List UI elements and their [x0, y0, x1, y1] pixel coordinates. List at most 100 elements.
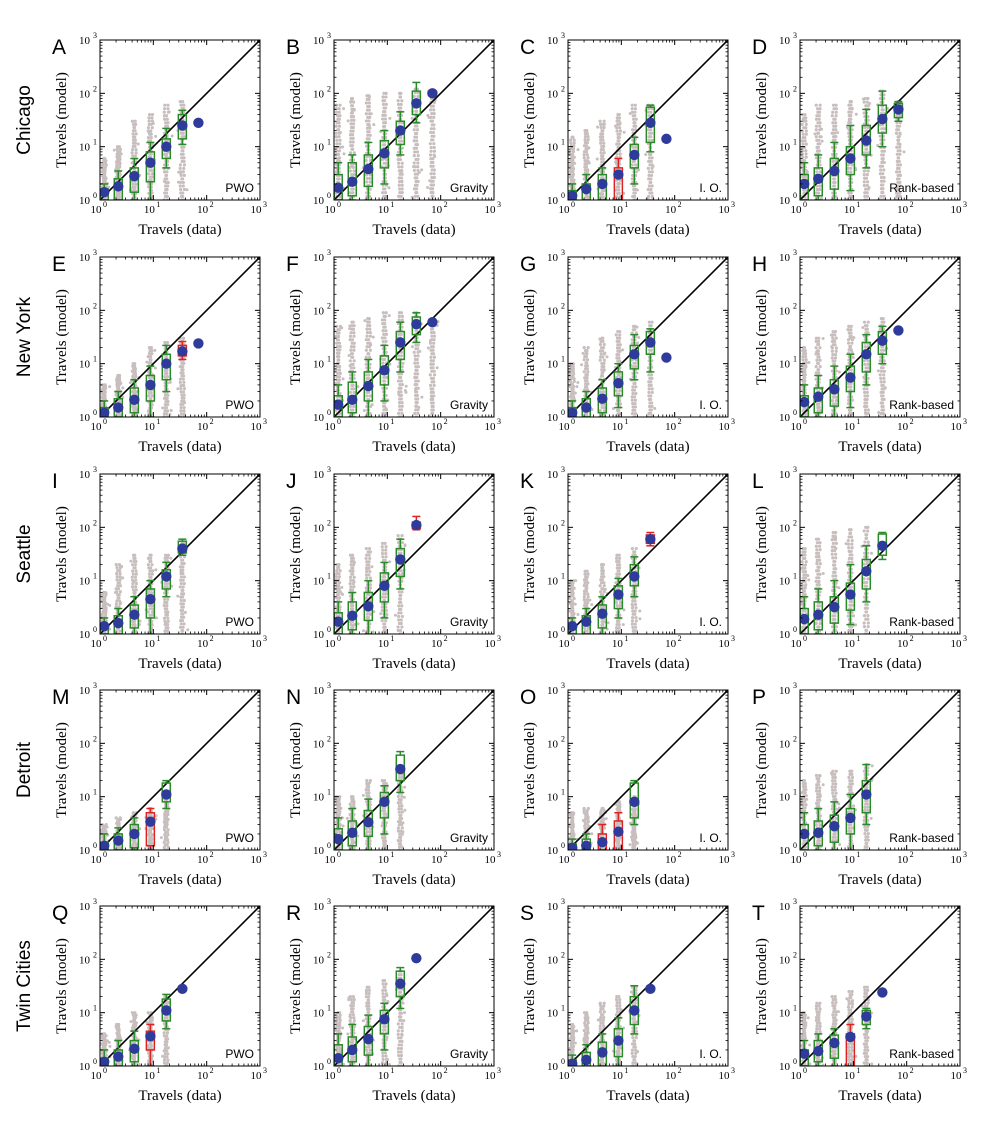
scatter-point	[614, 389, 618, 393]
scatter-point	[384, 102, 388, 106]
scatter-point	[415, 329, 419, 333]
scatter-point	[568, 395, 573, 399]
scatter-point	[832, 184, 837, 188]
scatter-point	[432, 355, 437, 359]
scatter-point	[146, 563, 151, 567]
scatter-point	[850, 194, 854, 199]
scatter-point	[133, 185, 137, 189]
scatter-point	[647, 114, 651, 118]
scatter-point	[348, 324, 352, 328]
scatter-point	[166, 393, 170, 397]
scatter-point	[114, 629, 118, 633]
scatter-point	[881, 394, 885, 398]
scatter-point	[852, 336, 856, 340]
x-tick-label: 10	[378, 204, 390, 216]
scatter-point	[898, 184, 902, 188]
scatter-point	[340, 326, 344, 330]
x-tick-label: 10	[197, 421, 209, 433]
scatter-point	[617, 412, 621, 416]
scatter-point	[633, 194, 637, 199]
scatter-point	[119, 152, 123, 156]
scatter-point	[118, 569, 122, 573]
scatter-point	[163, 597, 167, 601]
scatter-point	[586, 156, 590, 160]
x-tick-label: 10	[144, 638, 156, 650]
x-tick-exponent: 0	[337, 200, 341, 209]
scatter-point	[878, 134, 882, 138]
scatter-point	[649, 394, 653, 398]
scatter-point	[615, 142, 619, 146]
scatter-point	[338, 114, 342, 118]
box-iqr	[829, 378, 840, 407]
scatter-point	[882, 194, 886, 198]
scatter-point	[368, 348, 372, 352]
scatter-point	[834, 103, 838, 107]
scatter-point	[845, 125, 849, 129]
scatter-point	[882, 412, 886, 416]
scatter-point	[399, 354, 404, 358]
scatter-point	[431, 130, 436, 135]
scatter-point	[898, 132, 902, 136]
scatter-point	[337, 107, 341, 111]
scatter-point	[399, 375, 403, 380]
y-tick-label: 10	[779, 412, 791, 424]
scatter-point	[163, 591, 167, 595]
diagonal-line	[100, 257, 260, 417]
scatter-point	[649, 131, 654, 135]
scatter-point	[866, 394, 870, 398]
scatter-point	[400, 368, 404, 372]
scatter-point	[584, 165, 589, 169]
scatter-point	[165, 604, 169, 608]
scatter-point	[181, 131, 185, 135]
scatter-point	[115, 190, 119, 194]
scatter-point	[133, 154, 138, 158]
scatter-point	[383, 321, 387, 326]
x-tick-label: 10	[251, 421, 263, 433]
model-label: Gravity	[450, 398, 488, 412]
scatter-point	[365, 345, 369, 349]
scatter-point	[118, 161, 122, 165]
scatter-point	[830, 145, 835, 149]
scatter-point	[337, 341, 342, 345]
scatter-point	[832, 362, 837, 367]
scatter-point	[365, 126, 369, 130]
scatter-point	[121, 386, 125, 390]
scatter-point	[146, 610, 150, 614]
scatter-point	[649, 173, 654, 178]
scatter-point	[349, 122, 353, 126]
scatter-point	[833, 333, 837, 337]
scatter-point	[416, 161, 420, 165]
scatter-point	[431, 183, 436, 187]
scatter-point	[833, 138, 837, 142]
scatter-point	[432, 123, 436, 127]
plot-area-A	[100, 40, 260, 200]
plot-frame	[567, 39, 729, 201]
scatter-point	[864, 104, 868, 108]
scatter-point	[650, 404, 654, 409]
scatter-point	[368, 334, 372, 338]
x-tick-exponent: 1	[156, 417, 160, 426]
scatter-point	[149, 397, 153, 401]
scatter-point	[148, 607, 152, 611]
scatter-point	[881, 366, 885, 370]
y-tick-label: 10	[779, 252, 791, 264]
x-tick-label: 10	[844, 421, 856, 433]
scatter-point	[818, 170, 822, 174]
scatter-point	[648, 156, 652, 160]
scatter-point	[414, 408, 418, 412]
scatter-point	[397, 372, 401, 376]
scatter-point	[415, 176, 419, 180]
scatter-point	[850, 338, 855, 342]
scatter-point	[337, 124, 342, 128]
mean-point	[581, 183, 592, 195]
scatter-point	[367, 137, 371, 141]
x-tick-exponent: 2	[444, 200, 448, 209]
scatter-point	[431, 411, 435, 416]
x-tick-exponent: 2	[210, 634, 214, 643]
scatter-point	[368, 115, 372, 119]
scatter-point	[162, 107, 167, 111]
scatter-point	[431, 366, 435, 370]
mean-point	[395, 337, 406, 348]
mean-point	[193, 117, 204, 129]
